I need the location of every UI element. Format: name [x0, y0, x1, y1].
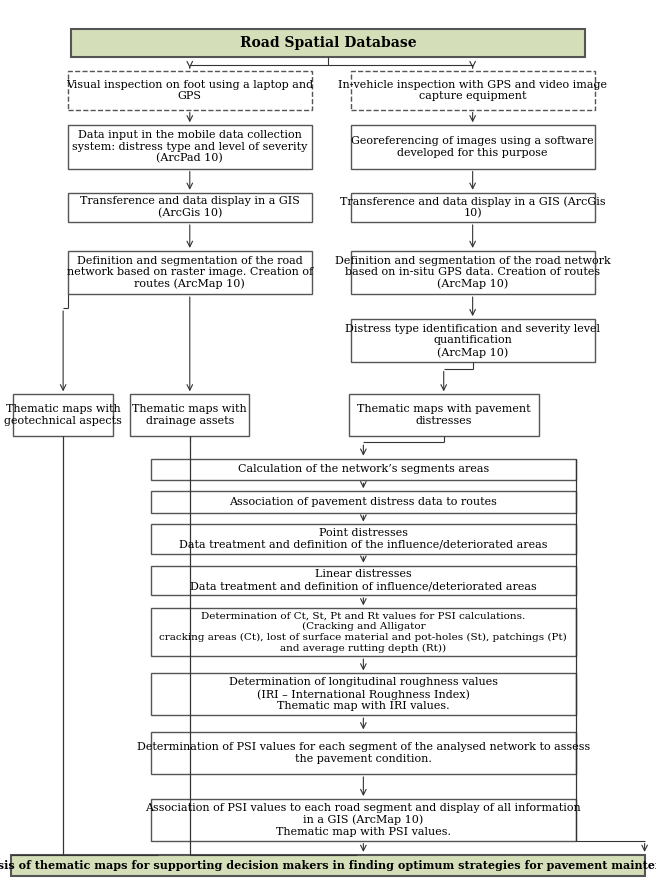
FancyBboxPatch shape	[152, 799, 575, 841]
FancyBboxPatch shape	[71, 28, 585, 57]
Text: Definition and segmentation of the road
network based on raster image. Creation : Definition and segmentation of the road …	[67, 255, 313, 289]
FancyBboxPatch shape	[152, 565, 575, 595]
FancyBboxPatch shape	[11, 854, 645, 877]
Text: Association of pavement distress data to routes: Association of pavement distress data to…	[230, 497, 497, 507]
Text: In-vehicle inspection with GPS and video image
capture equipment: In-vehicle inspection with GPS and video…	[338, 79, 607, 101]
FancyBboxPatch shape	[350, 319, 595, 362]
Text: Transference and data display in a GIS (ArcGis
10): Transference and data display in a GIS (…	[340, 196, 605, 219]
FancyBboxPatch shape	[68, 251, 312, 295]
Text: Association of PSI values to each road segment and display of all information
in: Association of PSI values to each road s…	[146, 803, 581, 837]
FancyBboxPatch shape	[152, 458, 575, 481]
FancyBboxPatch shape	[350, 192, 595, 222]
FancyBboxPatch shape	[350, 125, 595, 168]
Text: Thematic maps with
geotechnical aspects: Thematic maps with geotechnical aspects	[4, 404, 122, 426]
FancyBboxPatch shape	[131, 394, 249, 436]
FancyBboxPatch shape	[152, 608, 575, 656]
Text: Determination of longitudinal roughness values
(IRI – International Roughness In: Determination of longitudinal roughness …	[229, 677, 498, 711]
Text: Road Spatial Database: Road Spatial Database	[239, 36, 417, 50]
Text: Georeferencing of images using a software
developed for this purpose: Georeferencing of images using a softwar…	[352, 136, 594, 158]
Text: Data input in the mobile data collection
system: distress type and level of seve: Data input in the mobile data collection…	[72, 130, 308, 164]
FancyBboxPatch shape	[68, 125, 312, 168]
Text: Calculation of the network’s segments areas: Calculation of the network’s segments ar…	[237, 465, 489, 474]
Text: Analysis of thematic maps for supporting decision makers in finding optimum stra: Analysis of thematic maps for supporting…	[0, 860, 656, 871]
Text: Visual inspection on foot using a laptop and
GPS: Visual inspection on foot using a laptop…	[66, 79, 314, 101]
Text: Point distresses
Data treatment and definition of the influence/deteriorated are: Point distresses Data treatment and defi…	[179, 529, 548, 550]
Text: Determination of Ct, St, Pt and Rt values for PSI calculations.
(Cracking and Al: Determination of Ct, St, Pt and Rt value…	[159, 612, 567, 652]
FancyBboxPatch shape	[68, 71, 312, 109]
Text: Thematic maps with pavement
distresses: Thematic maps with pavement distresses	[357, 404, 531, 426]
FancyBboxPatch shape	[152, 674, 575, 716]
FancyBboxPatch shape	[152, 524, 575, 554]
Text: Transference and data display in a GIS
(ArcGis 10): Transference and data display in a GIS (…	[80, 197, 300, 218]
Text: Linear distresses
Data treatment and definition of influence/deteriorated areas: Linear distresses Data treatment and def…	[190, 570, 537, 591]
FancyBboxPatch shape	[350, 251, 595, 295]
FancyBboxPatch shape	[350, 71, 595, 109]
FancyBboxPatch shape	[349, 394, 539, 436]
FancyBboxPatch shape	[152, 732, 575, 774]
Text: Distress type identification and severity level
quantification
(ArcMap 10): Distress type identification and severit…	[345, 324, 600, 358]
FancyBboxPatch shape	[152, 491, 575, 513]
FancyBboxPatch shape	[68, 192, 312, 222]
Text: Determination of PSI values for each segment of the analysed network to assess
t: Determination of PSI values for each seg…	[136, 742, 590, 764]
Text: Thematic maps with
drainage assets: Thematic maps with drainage assets	[133, 404, 247, 426]
FancyBboxPatch shape	[13, 394, 113, 436]
Text: Definition and segmentation of the road network
based on in-situ GPS data. Creat: Definition and segmentation of the road …	[335, 255, 611, 289]
